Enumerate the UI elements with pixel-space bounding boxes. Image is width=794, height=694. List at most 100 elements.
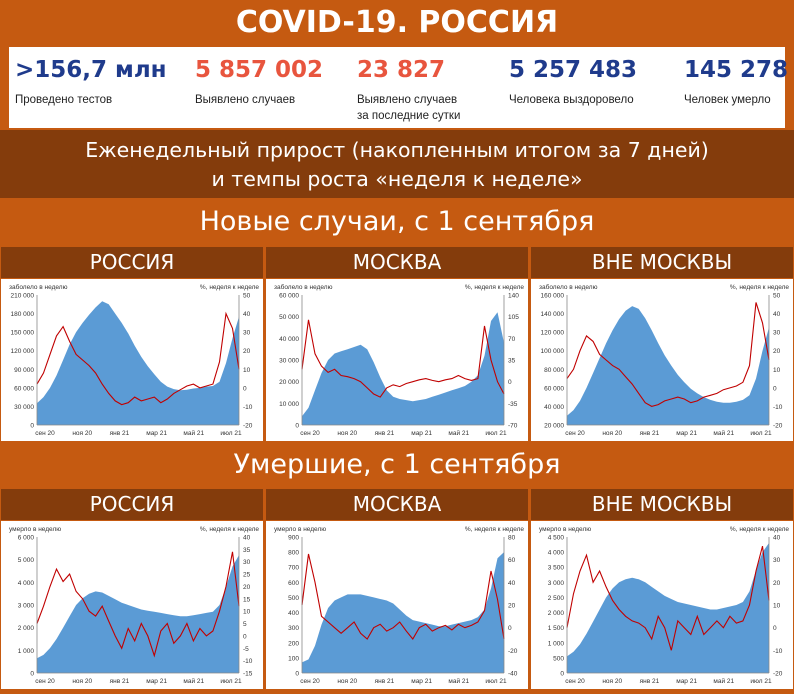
y-tick-label-right: 10 bbox=[773, 367, 781, 374]
x-tick-label: июл 21 bbox=[485, 430, 507, 437]
y-tick-label-right: -40 bbox=[508, 671, 518, 678]
x-tick-label: сен 20 bbox=[565, 430, 585, 437]
chart-svg: умерло в неделю %, неделя к неделе 0 1 000 2… bbox=[9, 526, 259, 685]
y-tick-label-right: -35 bbox=[508, 401, 518, 408]
y-axis-title-right: %, неделя к неделе bbox=[200, 284, 259, 291]
y-tick-label-right: 20 bbox=[508, 603, 516, 610]
x-tick-label: май 21 bbox=[448, 429, 469, 437]
stat-label: Проведено тестов bbox=[15, 94, 113, 106]
x-tick-label: янв 21 bbox=[375, 430, 395, 437]
y-tick-label-right: 50 bbox=[243, 293, 251, 300]
y-axis-title-right: %, неделя к неделе bbox=[730, 284, 789, 291]
x-tick-label: ноя 20 bbox=[602, 678, 622, 685]
x-tick-label: май 21 bbox=[183, 677, 204, 685]
y-tick-label-right: -10 bbox=[243, 658, 253, 665]
y-tick-label-right: 20 bbox=[773, 348, 781, 355]
y-tick-label-left: 140 000 bbox=[541, 311, 565, 318]
stat-label: Выявлено случаев за последние сутки bbox=[357, 92, 460, 124]
stats-panel: >156,7 млн Проведено тестов 5 857 002 Вы… bbox=[9, 47, 788, 128]
y-axis-title-left: заболело в неделю bbox=[274, 283, 333, 291]
y-tick-label-left: 2 500 bbox=[548, 595, 565, 602]
subtitle: Еженедельный прирост (накопленным итогом… bbox=[0, 130, 794, 198]
page-title: COVID-19. РОССИЯ bbox=[0, 0, 794, 46]
y-tick-label-left: 900 bbox=[288, 535, 299, 542]
x-tick-label: мар 21 bbox=[146, 430, 167, 437]
y-axis-title-left: заболело в неделю bbox=[539, 283, 598, 291]
y-tick-label-left: 500 bbox=[288, 595, 299, 602]
y-tick-label-left: 10 000 bbox=[279, 401, 299, 408]
y-tick-label-right: 35 bbox=[243, 547, 251, 554]
area-series bbox=[567, 543, 769, 673]
y-tick-label-left: 3 500 bbox=[548, 565, 565, 572]
y-tick-label-right: -10 bbox=[243, 404, 253, 411]
y-tick-label-left: 0 bbox=[30, 671, 34, 678]
y-tick-label-left: 2 000 bbox=[548, 610, 565, 617]
chart-svg: заболело в неделю %, неделя к неделе 0 30 0… bbox=[9, 283, 259, 437]
chart-svg: заболело в неделю %, неделя к неделе 0 10 0… bbox=[274, 283, 524, 437]
area-series bbox=[37, 555, 239, 673]
x-tick-label: сен 20 bbox=[35, 678, 55, 685]
subtitle-line2: и темпы роста «неделя к неделе» bbox=[211, 167, 583, 191]
x-tick-label: сен 20 bbox=[300, 430, 320, 437]
y-tick-label-right: -10 bbox=[773, 648, 783, 655]
y-tick-label-right: -5 bbox=[243, 646, 249, 653]
y-tick-label-left: 1 000 bbox=[18, 648, 35, 655]
x-tick-label: ноя 20 bbox=[337, 430, 357, 437]
y-tick-label-right: 0 bbox=[243, 385, 247, 392]
y-tick-label-left: 120 000 bbox=[11, 348, 35, 355]
region-title-moscow: МОСКВА bbox=[266, 247, 528, 278]
region-title-outside-moscow: ВНЕ МОСКВЫ bbox=[531, 489, 793, 520]
y-axis-title-right: %, неделя к неделе bbox=[200, 526, 259, 533]
y-tick-label-left: 1 000 bbox=[548, 640, 565, 647]
y-tick-label-right: 0 bbox=[508, 379, 512, 386]
section-title-deaths: Умершие, с 1 сентября bbox=[0, 443, 794, 487]
x-tick-label: май 21 bbox=[448, 677, 469, 685]
y-tick-label-left: 800 bbox=[288, 550, 299, 557]
x-tick-label: сен 20 bbox=[35, 430, 55, 437]
y-tick-label-right: 20 bbox=[773, 580, 781, 587]
y-tick-label-left: 0 bbox=[560, 671, 564, 678]
x-tick-label: июл 21 bbox=[750, 430, 772, 437]
y-axis-title-left: умерло в неделю bbox=[9, 526, 61, 533]
x-tick-label: мар 21 bbox=[411, 430, 432, 437]
y-tick-label-left: 80 000 bbox=[544, 367, 564, 374]
y-tick-label-left: 600 bbox=[288, 580, 299, 587]
y-tick-label-right: 140 bbox=[508, 293, 519, 300]
y-tick-label-right: 0 bbox=[773, 625, 777, 632]
y-tick-label-right: 60 bbox=[508, 557, 516, 564]
y-tick-label-left: 3 000 bbox=[548, 580, 565, 587]
y-axis-title-right: %, неделя к неделе bbox=[465, 284, 524, 291]
x-tick-label: мар 21 bbox=[676, 430, 697, 437]
y-tick-label-left: 30 000 bbox=[279, 358, 299, 365]
x-tick-label: сен 20 bbox=[300, 678, 320, 685]
x-tick-label: май 21 bbox=[713, 677, 734, 685]
stat-value: 5 257 483 bbox=[509, 57, 638, 83]
growth-line-series bbox=[301, 319, 505, 398]
x-tick-label: янв 21 bbox=[640, 430, 660, 437]
y-tick-label-right: 10 bbox=[243, 367, 251, 374]
stat-label: Человека выздоровело bbox=[509, 94, 634, 106]
y-tick-label-left: 180 000 bbox=[11, 311, 35, 318]
y-tick-label-left: 120 000 bbox=[541, 330, 565, 337]
y-tick-label-left: 30 000 bbox=[14, 404, 34, 411]
chart-cases-russia: заболело в неделю %, неделя к неделе 0 30 0… bbox=[1, 279, 263, 441]
chart-deaths-outside-moscow: умерло в неделю %, неделя к неделе 0 500 1 0… bbox=[531, 521, 793, 689]
y-tick-label-left: 100 bbox=[288, 655, 299, 662]
y-tick-label-left: 4 500 bbox=[548, 535, 565, 542]
x-tick-label: янв 21 bbox=[110, 430, 130, 437]
region-title-russia: РОССИЯ bbox=[1, 247, 263, 278]
y-tick-label-left: 0 bbox=[295, 423, 299, 430]
y-tick-label-left: 160 000 bbox=[541, 293, 565, 300]
y-tick-label-left: 20 000 bbox=[544, 423, 564, 430]
stat-label: Выявлено случаев bbox=[195, 94, 296, 106]
chart-svg: умерло в неделю %, неделя к неделе 0 500 1 0… bbox=[539, 526, 789, 685]
y-tick-label-right: 40 bbox=[773, 311, 781, 318]
y-tick-label-right: 20 bbox=[243, 584, 251, 591]
y-tick-label-right: 15 bbox=[243, 596, 251, 603]
y-tick-label-left: 0 bbox=[30, 423, 34, 430]
y-tick-label-left: 50 000 bbox=[279, 314, 299, 321]
y-tick-label-left: 210 000 bbox=[11, 293, 35, 300]
y-tick-label-left: 6 000 bbox=[18, 535, 35, 542]
y-tick-label-right: 105 bbox=[508, 314, 519, 321]
growth-line-series bbox=[36, 551, 240, 658]
